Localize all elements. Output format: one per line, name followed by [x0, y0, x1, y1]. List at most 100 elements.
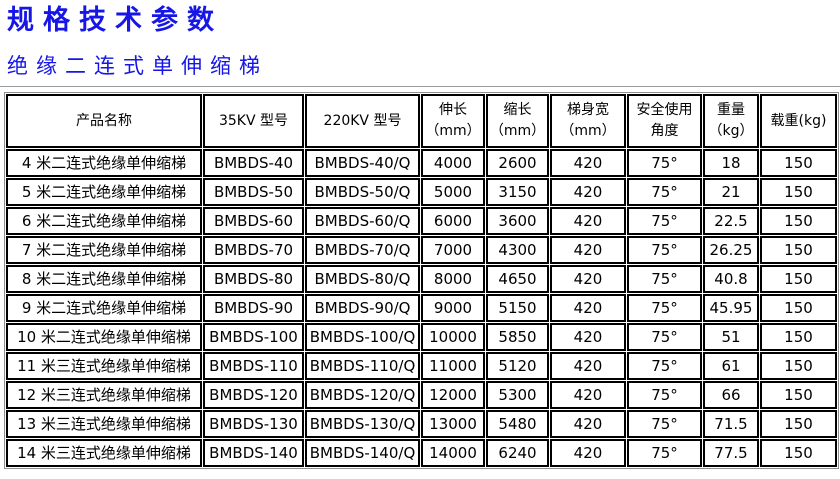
cell-width-mm: 420 — [550, 439, 626, 467]
cell-weight-kg: 22.5 — [703, 207, 759, 235]
cell-220kv-model: BMBDS-100/Q — [305, 323, 420, 351]
header-safe-angle: 安全使用 角度 — [627, 94, 702, 148]
cell-weight-kg: 21 — [703, 178, 759, 206]
table-row: 9 米二连式绝缘单伸缩梯 BMBDS-90 BMBDS-90/Q 9000 51… — [6, 294, 837, 322]
cell-width-mm: 420 — [550, 352, 626, 380]
cell-retracted-mm: 5120 — [486, 352, 549, 380]
cell-product-name: 13 米三连式绝缘单伸缩梯 — [6, 410, 202, 438]
cell-extended-mm: 8000 — [421, 265, 485, 293]
cell-extended-mm: 14000 — [421, 439, 485, 467]
cell-angle: 75° — [627, 410, 702, 438]
cell-angle: 75° — [627, 323, 702, 351]
header-extended-length: 伸长 （mm） — [421, 94, 485, 148]
cell-angle: 75° — [627, 294, 702, 322]
cell-product-name: 4 米二连式绝缘单伸缩梯 — [6, 149, 202, 177]
horizontal-divider — [0, 86, 840, 87]
cell-35kv-model: BMBDS-130 — [203, 410, 304, 438]
cell-retracted-mm: 3600 — [486, 207, 549, 235]
cell-product-name: 9 米二连式绝缘单伸缩梯 — [6, 294, 202, 322]
cell-35kv-model: BMBDS-120 — [203, 381, 304, 409]
cell-retracted-mm: 4300 — [486, 236, 549, 264]
cell-angle: 75° — [627, 178, 702, 206]
header-retracted-length: 缩长 （mm） — [486, 94, 549, 148]
cell-angle: 75° — [627, 439, 702, 467]
cell-load-kg: 150 — [760, 439, 837, 467]
cell-retracted-mm: 3150 — [486, 178, 549, 206]
cell-load-kg: 150 — [760, 236, 837, 264]
cell-retracted-mm: 5150 — [486, 294, 549, 322]
cell-width-mm: 420 — [550, 323, 626, 351]
cell-weight-kg: 66 — [703, 381, 759, 409]
cell-load-kg: 150 — [760, 410, 837, 438]
cell-width-mm: 420 — [550, 207, 626, 235]
cell-extended-mm: 5000 — [421, 178, 485, 206]
cell-35kv-model: BMBDS-60 — [203, 207, 304, 235]
cell-35kv-model: BMBDS-40 — [203, 149, 304, 177]
header-weight: 重量 （kg） — [703, 94, 759, 148]
cell-35kv-model: BMBDS-70 — [203, 236, 304, 264]
cell-angle: 75° — [627, 149, 702, 177]
cell-product-name: 10 米二连式绝缘单伸缩梯 — [6, 323, 202, 351]
cell-angle: 75° — [627, 207, 702, 235]
cell-220kv-model: BMBDS-110/Q — [305, 352, 420, 380]
header-row: 产品名称 35KV 型号 220KV 型号 伸长 （mm） 缩长 （mm） 梯身宽（… — [6, 94, 837, 148]
table-row: 8 米二连式绝缘单伸缩梯 BMBDS-80 BMBDS-80/Q 8000 46… — [6, 265, 837, 293]
cell-extended-mm: 6000 — [421, 207, 485, 235]
header-ladder-width: 梯身宽 （mm） — [550, 94, 626, 148]
cell-angle: 75° — [627, 381, 702, 409]
cell-retracted-mm: 6240 — [486, 439, 549, 467]
cell-weight-kg: 18 — [703, 149, 759, 177]
cell-extended-mm: 4000 — [421, 149, 485, 177]
cell-extended-mm: 10000 — [421, 323, 485, 351]
cell-load-kg: 150 — [760, 323, 837, 351]
table-row: 4 米二连式绝缘单伸缩梯 BMBDS-40 BMBDS-40/Q 4000 26… — [6, 149, 837, 177]
cell-220kv-model: BMBDS-80/Q — [305, 265, 420, 293]
cell-load-kg: 150 — [760, 265, 837, 293]
cell-extended-mm: 7000 — [421, 236, 485, 264]
cell-product-name: 14 米三连式绝缘单伸缩梯 — [6, 439, 202, 467]
cell-weight-kg: 61 — [703, 352, 759, 380]
cell-retracted-mm: 5300 — [486, 381, 549, 409]
cell-load-kg: 150 — [760, 178, 837, 206]
cell-35kv-model: BMBDS-80 — [203, 265, 304, 293]
cell-extended-mm: 12000 — [421, 381, 485, 409]
header-load-capacity: 载重(kg) — [760, 94, 837, 148]
cell-product-name: 8 米二连式绝缘单伸缩梯 — [6, 265, 202, 293]
cell-width-mm: 420 — [550, 410, 626, 438]
cell-220kv-model: BMBDS-50/Q — [305, 178, 420, 206]
cell-product-name: 5 米二连式绝缘单伸缩梯 — [6, 178, 202, 206]
cell-220kv-model: BMBDS-120/Q — [305, 381, 420, 409]
cell-weight-kg: 45.95 — [703, 294, 759, 322]
cell-220kv-model: BMBDS-60/Q — [305, 207, 420, 235]
cell-weight-kg: 26.25 — [703, 236, 759, 264]
table-row: 14 米三连式绝缘单伸缩梯 BMBDS-140 BMBDS-140/Q 1400… — [6, 439, 837, 467]
cell-220kv-model: BMBDS-90/Q — [305, 294, 420, 322]
cell-angle: 75° — [627, 352, 702, 380]
cell-product-name: 11 米三连式绝缘单伸缩梯 — [6, 352, 202, 380]
table-row: 5 米二连式绝缘单伸缩梯 BMBDS-50 BMBDS-50/Q 5000 31… — [6, 178, 837, 206]
cell-width-mm: 420 — [550, 178, 626, 206]
cell-extended-mm: 11000 — [421, 352, 485, 380]
cell-load-kg: 150 — [760, 352, 837, 380]
section-subtitle: 绝缘二连式单伸缩梯 — [7, 54, 268, 78]
cell-angle: 75° — [627, 236, 702, 264]
cell-220kv-model: BMBDS-40/Q — [305, 149, 420, 177]
table-row: 11 米三连式绝缘单伸缩梯 BMBDS-110 BMBDS-110/Q 1100… — [6, 352, 837, 380]
header-220kv-model: 220KV 型号 — [305, 94, 420, 148]
cell-weight-kg: 51 — [703, 323, 759, 351]
cell-width-mm: 420 — [550, 236, 626, 264]
cell-width-mm: 420 — [550, 294, 626, 322]
cell-width-mm: 420 — [550, 265, 626, 293]
table-row: 7 米二连式绝缘单伸缩梯 BMBDS-70 BMBDS-70/Q 7000 43… — [6, 236, 837, 264]
cell-angle: 75° — [627, 265, 702, 293]
table-row: 12 米三连式绝缘单伸缩梯 BMBDS-120 BMBDS-120/Q 1200… — [6, 381, 837, 409]
cell-load-kg: 150 — [760, 149, 837, 177]
cell-extended-mm: 9000 — [421, 294, 485, 322]
cell-width-mm: 420 — [550, 149, 626, 177]
cell-35kv-model: BMBDS-140 — [203, 439, 304, 467]
cell-product-name: 7 米二连式绝缘单伸缩梯 — [6, 236, 202, 264]
cell-35kv-model: BMBDS-100 — [203, 323, 304, 351]
table-row: 13 米三连式绝缘单伸缩梯 BMBDS-130 BMBDS-130/Q 1300… — [6, 410, 837, 438]
cell-product-name: 6 米二连式绝缘单伸缩梯 — [6, 207, 202, 235]
cell-35kv-model: BMBDS-90 — [203, 294, 304, 322]
